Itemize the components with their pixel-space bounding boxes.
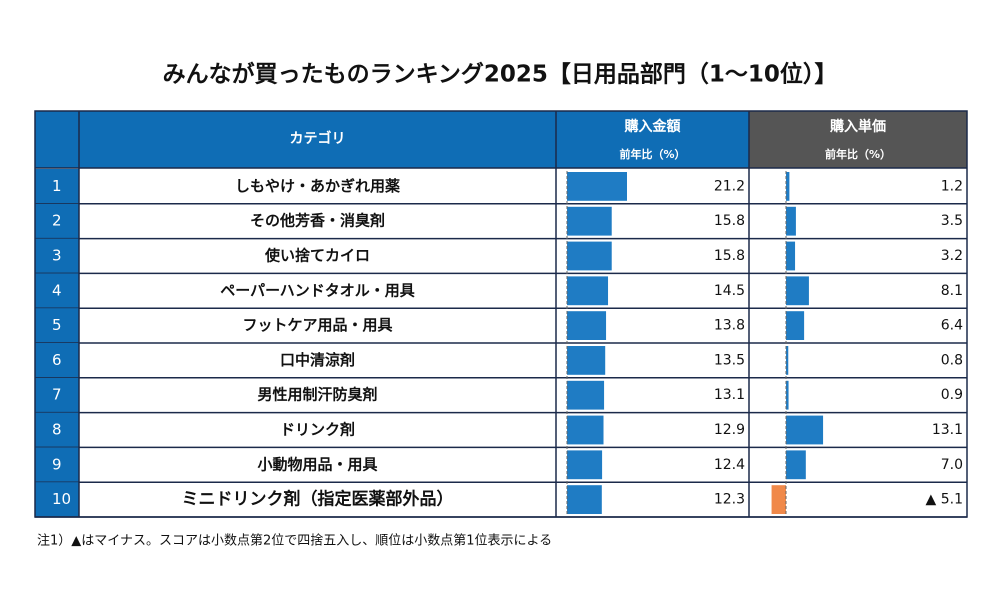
title: みんなが買ったものランキング2025【日用品部門（1～10位）】	[163, 61, 838, 88]
header-label: 購入単価	[829, 118, 886, 135]
rank-cell	[35, 447, 79, 483]
amount-value: 12.9	[714, 422, 745, 438]
rank: 1	[52, 177, 62, 195]
category: ドリンク剤	[280, 421, 355, 439]
rank: 7	[52, 386, 62, 404]
amount-value: 15.8	[714, 248, 745, 264]
amount-value: 13.8	[714, 318, 745, 334]
rank: 3	[52, 247, 62, 265]
price-bar	[771, 485, 786, 514]
price-bar	[786, 450, 806, 480]
price-value: 7.0	[941, 457, 963, 473]
amount-value: 21.2	[714, 178, 745, 194]
rank-cell	[35, 238, 79, 274]
price-value: 0.9	[941, 387, 963, 403]
rank-cell	[35, 169, 79, 204]
price-bar	[786, 206, 796, 236]
header-label: カテゴリ	[290, 130, 346, 147]
amount-bar	[567, 415, 604, 445]
header-sub-label: 前年比（%）	[619, 147, 685, 161]
price-bar	[786, 346, 789, 375]
price-bar	[786, 380, 789, 410]
amount-value: 14.5	[714, 283, 745, 299]
price-value: 3.5	[941, 213, 963, 229]
table-border	[34, 110, 968, 518]
price-value: 1.2	[941, 178, 963, 194]
price-value: 0.8	[941, 352, 963, 368]
category: 小動物用品・用具	[257, 455, 377, 473]
rank: 4	[52, 281, 62, 299]
amount-bar	[567, 450, 603, 480]
category: フットケア用品・用具	[242, 316, 392, 334]
rank-cell	[35, 412, 79, 448]
category: その他芳香・消臭剤	[250, 212, 385, 230]
header-label: 購入金額	[624, 118, 681, 135]
amount-value: 15.8	[714, 213, 745, 229]
header-sub-label: 前年比（%）	[825, 147, 891, 161]
amount-value: 13.1	[714, 387, 745, 403]
price-value: ▲ 5.1	[926, 492, 963, 508]
footnote: 注1）▲はマイナス。スコアは小数点第2位で四捨五入し、順位は小数点第1位表示によ…	[37, 533, 552, 549]
price-bar	[786, 172, 790, 201]
rank: 8	[52, 421, 62, 439]
price-value: 3.2	[941, 248, 963, 264]
amount-bar	[567, 276, 609, 306]
rank: 5	[52, 316, 62, 334]
amount-value: 13.5	[714, 352, 745, 368]
price-bar	[786, 276, 809, 306]
amount-bar	[567, 346, 606, 375]
price-bar	[786, 415, 824, 445]
category: 男性用制汗防臭剤	[257, 386, 377, 404]
price-bar	[786, 241, 796, 271]
rank-cell	[35, 273, 79, 309]
rank: 9	[52, 455, 62, 473]
price-value: 13.1	[932, 422, 963, 438]
amount-bar	[567, 241, 612, 271]
category: しもやけ・あかぎれ用薬	[235, 177, 400, 195]
rank-cell	[35, 203, 79, 239]
rank-cell	[35, 377, 79, 413]
amount-bar	[567, 172, 627, 201]
amount-bar	[567, 311, 607, 340]
header-bg	[556, 111, 749, 168]
price-bar	[786, 311, 805, 340]
price-value: 8.1	[941, 283, 963, 299]
category: 使い捨てカイロ	[264, 247, 370, 265]
rank-cell	[35, 343, 79, 378]
rank: 2	[52, 212, 62, 230]
rank-cell	[35, 482, 79, 517]
amount-value: 12.3	[714, 492, 745, 508]
rank: 6	[52, 351, 62, 369]
amount-bar	[567, 206, 612, 236]
amount-value: 12.4	[714, 457, 745, 473]
rank-cell	[35, 308, 79, 343]
category: ペーパーハンドタオル・用具	[220, 281, 415, 299]
category: 口中清涼剤	[280, 351, 355, 369]
price-value: 6.4	[941, 318, 963, 334]
category: ミニドリンク剤（指定医薬部外品）	[182, 489, 454, 510]
header-bg	[35, 111, 556, 168]
rank: 10	[52, 490, 71, 508]
amount-bar	[567, 485, 602, 514]
amount-bar	[567, 380, 605, 410]
header-bg	[749, 111, 967, 168]
